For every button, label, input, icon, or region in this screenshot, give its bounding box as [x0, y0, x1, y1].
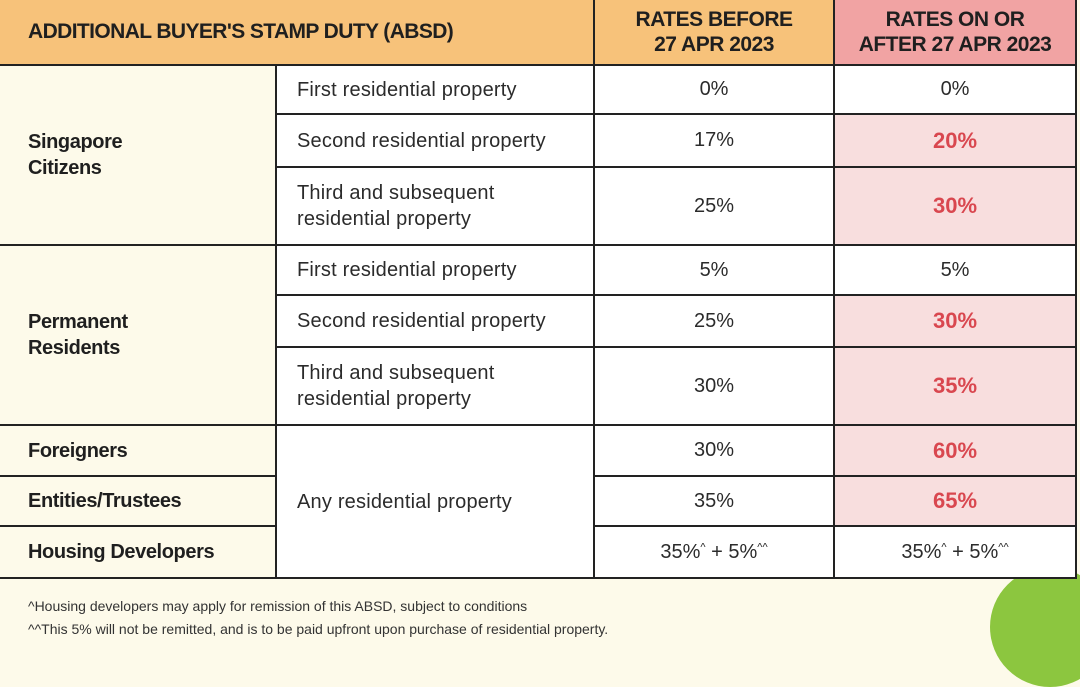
rate-after: 5%	[833, 244, 1078, 296]
table-row: Foreigners Any residential property 30% …	[0, 424, 1078, 579]
table-row: Third and subsequent residential propert…	[0, 166, 1078, 246]
table-row: Permanent Residents First residential pr…	[0, 244, 1078, 426]
property-type: Second residential property	[276, 113, 596, 168]
table-row: Singapore Citizens First residential pro…	[0, 64, 1078, 246]
header-rates-before: RATES BEFORE 27 APR 2023	[593, 0, 836, 66]
group-entities-trustees: Entities/Trustees	[0, 475, 277, 527]
rate-after-developers: 35%^ + 5%^^	[833, 525, 1078, 579]
rate-before: 17%	[593, 113, 836, 168]
table-row: Entities/Trustees 35% 65%	[0, 475, 1078, 527]
rate-after-highlight: 30%	[833, 166, 1078, 246]
header-before-line1: RATES BEFORE	[635, 8, 793, 31]
table-row: Second residential property 25% 30%	[0, 294, 1078, 348]
property-type: Third and subsequent residential propert…	[276, 166, 596, 246]
rate-before: 0%	[593, 64, 836, 115]
footnote-2: ^^This 5% will not be remitted, and is t…	[28, 621, 609, 637]
header-row: ADDITIONAL BUYER'S STAMP DUTY (ABSD) RAT…	[0, 0, 1078, 66]
rate-after-highlight: 65%	[833, 475, 1078, 527]
group-permanent-residents: Permanent Residents	[0, 244, 277, 426]
property-type: Second residential property	[276, 294, 596, 348]
property-type: First residential property	[274, 244, 596, 296]
group-label: Permanent	[28, 311, 128, 333]
header-after-line2: AFTER 27 APR 2023	[858, 33, 1052, 56]
rate-base: 35%	[660, 540, 701, 563]
absd-rates-table: ADDITIONAL BUYER'S STAMP DUTY (ABSD) RAT…	[0, 0, 1078, 579]
rate-after-highlight: 35%	[833, 346, 1078, 426]
rate-after-highlight: 60%	[833, 424, 1078, 477]
footnote-mark: ^^	[757, 540, 768, 553]
footnote-mark: ^	[700, 540, 706, 553]
rate-after-highlight: 30%	[833, 294, 1078, 348]
rate-plus: + 5%	[946, 540, 999, 563]
table-row: Third and subsequent residential propert…	[0, 346, 1078, 426]
property-line1: Third and subsequent	[297, 362, 495, 384]
property-line2: residential property	[297, 208, 472, 230]
header-after-line1: RATES ON OR	[885, 8, 1025, 31]
footnote-1: ^Housing developers may apply for remiss…	[28, 598, 528, 614]
table-row: Housing Developers 35%^ + 5%^^ 35%^ + 5%…	[0, 525, 1078, 579]
rate-after: 0%	[833, 64, 1078, 115]
property-type: Third and subsequent residential propert…	[276, 346, 596, 426]
group-label: Singapore	[28, 131, 123, 153]
group-label: Residents	[28, 337, 120, 359]
group-singapore-citizens: Singapore Citizens	[0, 64, 277, 246]
property-line2: residential property	[297, 388, 472, 410]
property-type: Any residential property	[274, 424, 596, 579]
header-before-line2: 27 APR 2023	[654, 33, 774, 56]
rate-before: 35%	[593, 475, 836, 527]
table-row: Second residential property 17% 20%	[0, 113, 1078, 168]
group-foreigners: Foreigners	[0, 424, 277, 477]
rate-before: 30%	[593, 346, 836, 426]
property-type: First residential property	[274, 64, 596, 115]
rate-before: 30%	[593, 424, 836, 477]
rate-after-highlight: 20%	[833, 113, 1078, 168]
rate-base: 35%	[901, 540, 942, 563]
rate-plus: + 5%	[705, 540, 758, 563]
property-line1: Third and subsequent	[297, 182, 495, 204]
rate-before-developers: 35%^ + 5%^^	[593, 525, 836, 579]
table-title: ADDITIONAL BUYER'S STAMP DUTY (ABSD)	[0, 0, 596, 66]
group-label: Citizens	[28, 157, 102, 179]
group-housing-developers: Housing Developers	[0, 525, 277, 579]
rate-before: 25%	[593, 166, 836, 246]
rate-before: 25%	[593, 294, 836, 348]
footnote-mark: ^	[941, 540, 947, 553]
rate-before: 5%	[593, 244, 836, 296]
footnote-mark: ^^	[998, 540, 1009, 553]
green-corner-decoration	[990, 567, 1080, 687]
header-rates-after: RATES ON OR AFTER 27 APR 2023	[833, 0, 1078, 66]
